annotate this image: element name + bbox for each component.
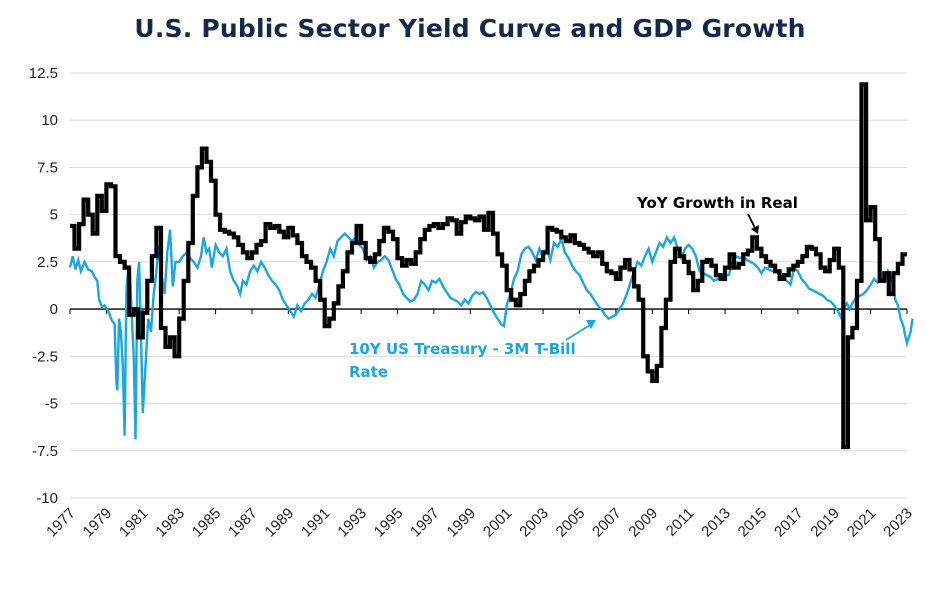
y-tick-label: 5 <box>50 207 58 224</box>
x-tick-label: 2005 <box>553 505 589 541</box>
y-axis: 12.5 10 7.5 5 2.5 0 -2.5 -5 -7.5 -10 <box>29 65 58 507</box>
y-tick-label: 12.5 <box>29 65 58 82</box>
x-tick-label: 2013 <box>698 505 734 541</box>
spread-annotation-arrow <box>565 324 591 341</box>
y-tick-label: 0 <box>50 301 58 318</box>
x-tick-label: 2021 <box>844 505 880 541</box>
x-tick-label: 2017 <box>771 505 807 541</box>
series-layer <box>68 82 914 450</box>
x-tick-label: 1993 <box>334 505 370 541</box>
x-tick-label: 2023 <box>880 505 916 541</box>
x-tick-label: 2019 <box>807 505 843 541</box>
spread-annotation-label-line2: Rate <box>349 363 388 381</box>
x-tick-label: 2015 <box>735 505 771 541</box>
y-tick-label: 2.5 <box>37 254 58 271</box>
x-tick-label: 1987 <box>225 505 261 541</box>
x-axis: 1977 1979 1981 1983 1985 1987 1989 1991 1993 1995… <box>43 505 916 541</box>
spread-annotation-label: 10Y US Treasury - 3M T-Bill <box>349 340 576 358</box>
x-tick-label: 1989 <box>262 505 298 541</box>
gdp-annotation-arrowhead <box>751 225 759 234</box>
x-tick-label: 1997 <box>407 505 443 541</box>
x-tick-label: 1991 <box>298 505 334 541</box>
x-tick-label: 1981 <box>116 505 152 541</box>
gdp-annotation-arrow <box>747 213 756 229</box>
x-tick-label: 2011 <box>663 505 698 540</box>
annotation-layer: YoY Growth in Real 10Y US Treasury - 3M T… <box>349 194 798 381</box>
x-tick-label: 1983 <box>152 505 188 541</box>
x-tick-label: 1995 <box>371 505 407 541</box>
x-tick-label: 2009 <box>625 505 661 541</box>
spread-series-line <box>68 229 914 440</box>
gdp-annotation-label: YoY Growth in Real <box>636 194 798 212</box>
y-tick-label: -2.5 <box>32 348 58 365</box>
spread-annotation-arrowhead <box>586 320 596 329</box>
y-tick-label: 10 <box>41 112 58 129</box>
gdp-series-line <box>70 82 907 450</box>
x-tick-label: 1985 <box>189 505 225 541</box>
x-tick-label: 1999 <box>444 505 480 541</box>
x-tick-label: 2007 <box>589 505 625 541</box>
y-tick-label: -5 <box>45 396 58 413</box>
chart-title: U.S. Public Sector Yield Curve and GDP G… <box>134 14 806 43</box>
x-tick-label: 2003 <box>516 505 552 541</box>
x-tick-label: 2001 <box>480 505 516 541</box>
y-tick-label: -10 <box>36 490 58 507</box>
x-tick-label: 1977 <box>43 505 79 541</box>
y-tick-label: 7.5 <box>37 159 58 176</box>
x-tick-label: 1979 <box>80 505 116 541</box>
y-tick-label: -7.5 <box>32 443 58 460</box>
grid-layer <box>69 72 908 499</box>
